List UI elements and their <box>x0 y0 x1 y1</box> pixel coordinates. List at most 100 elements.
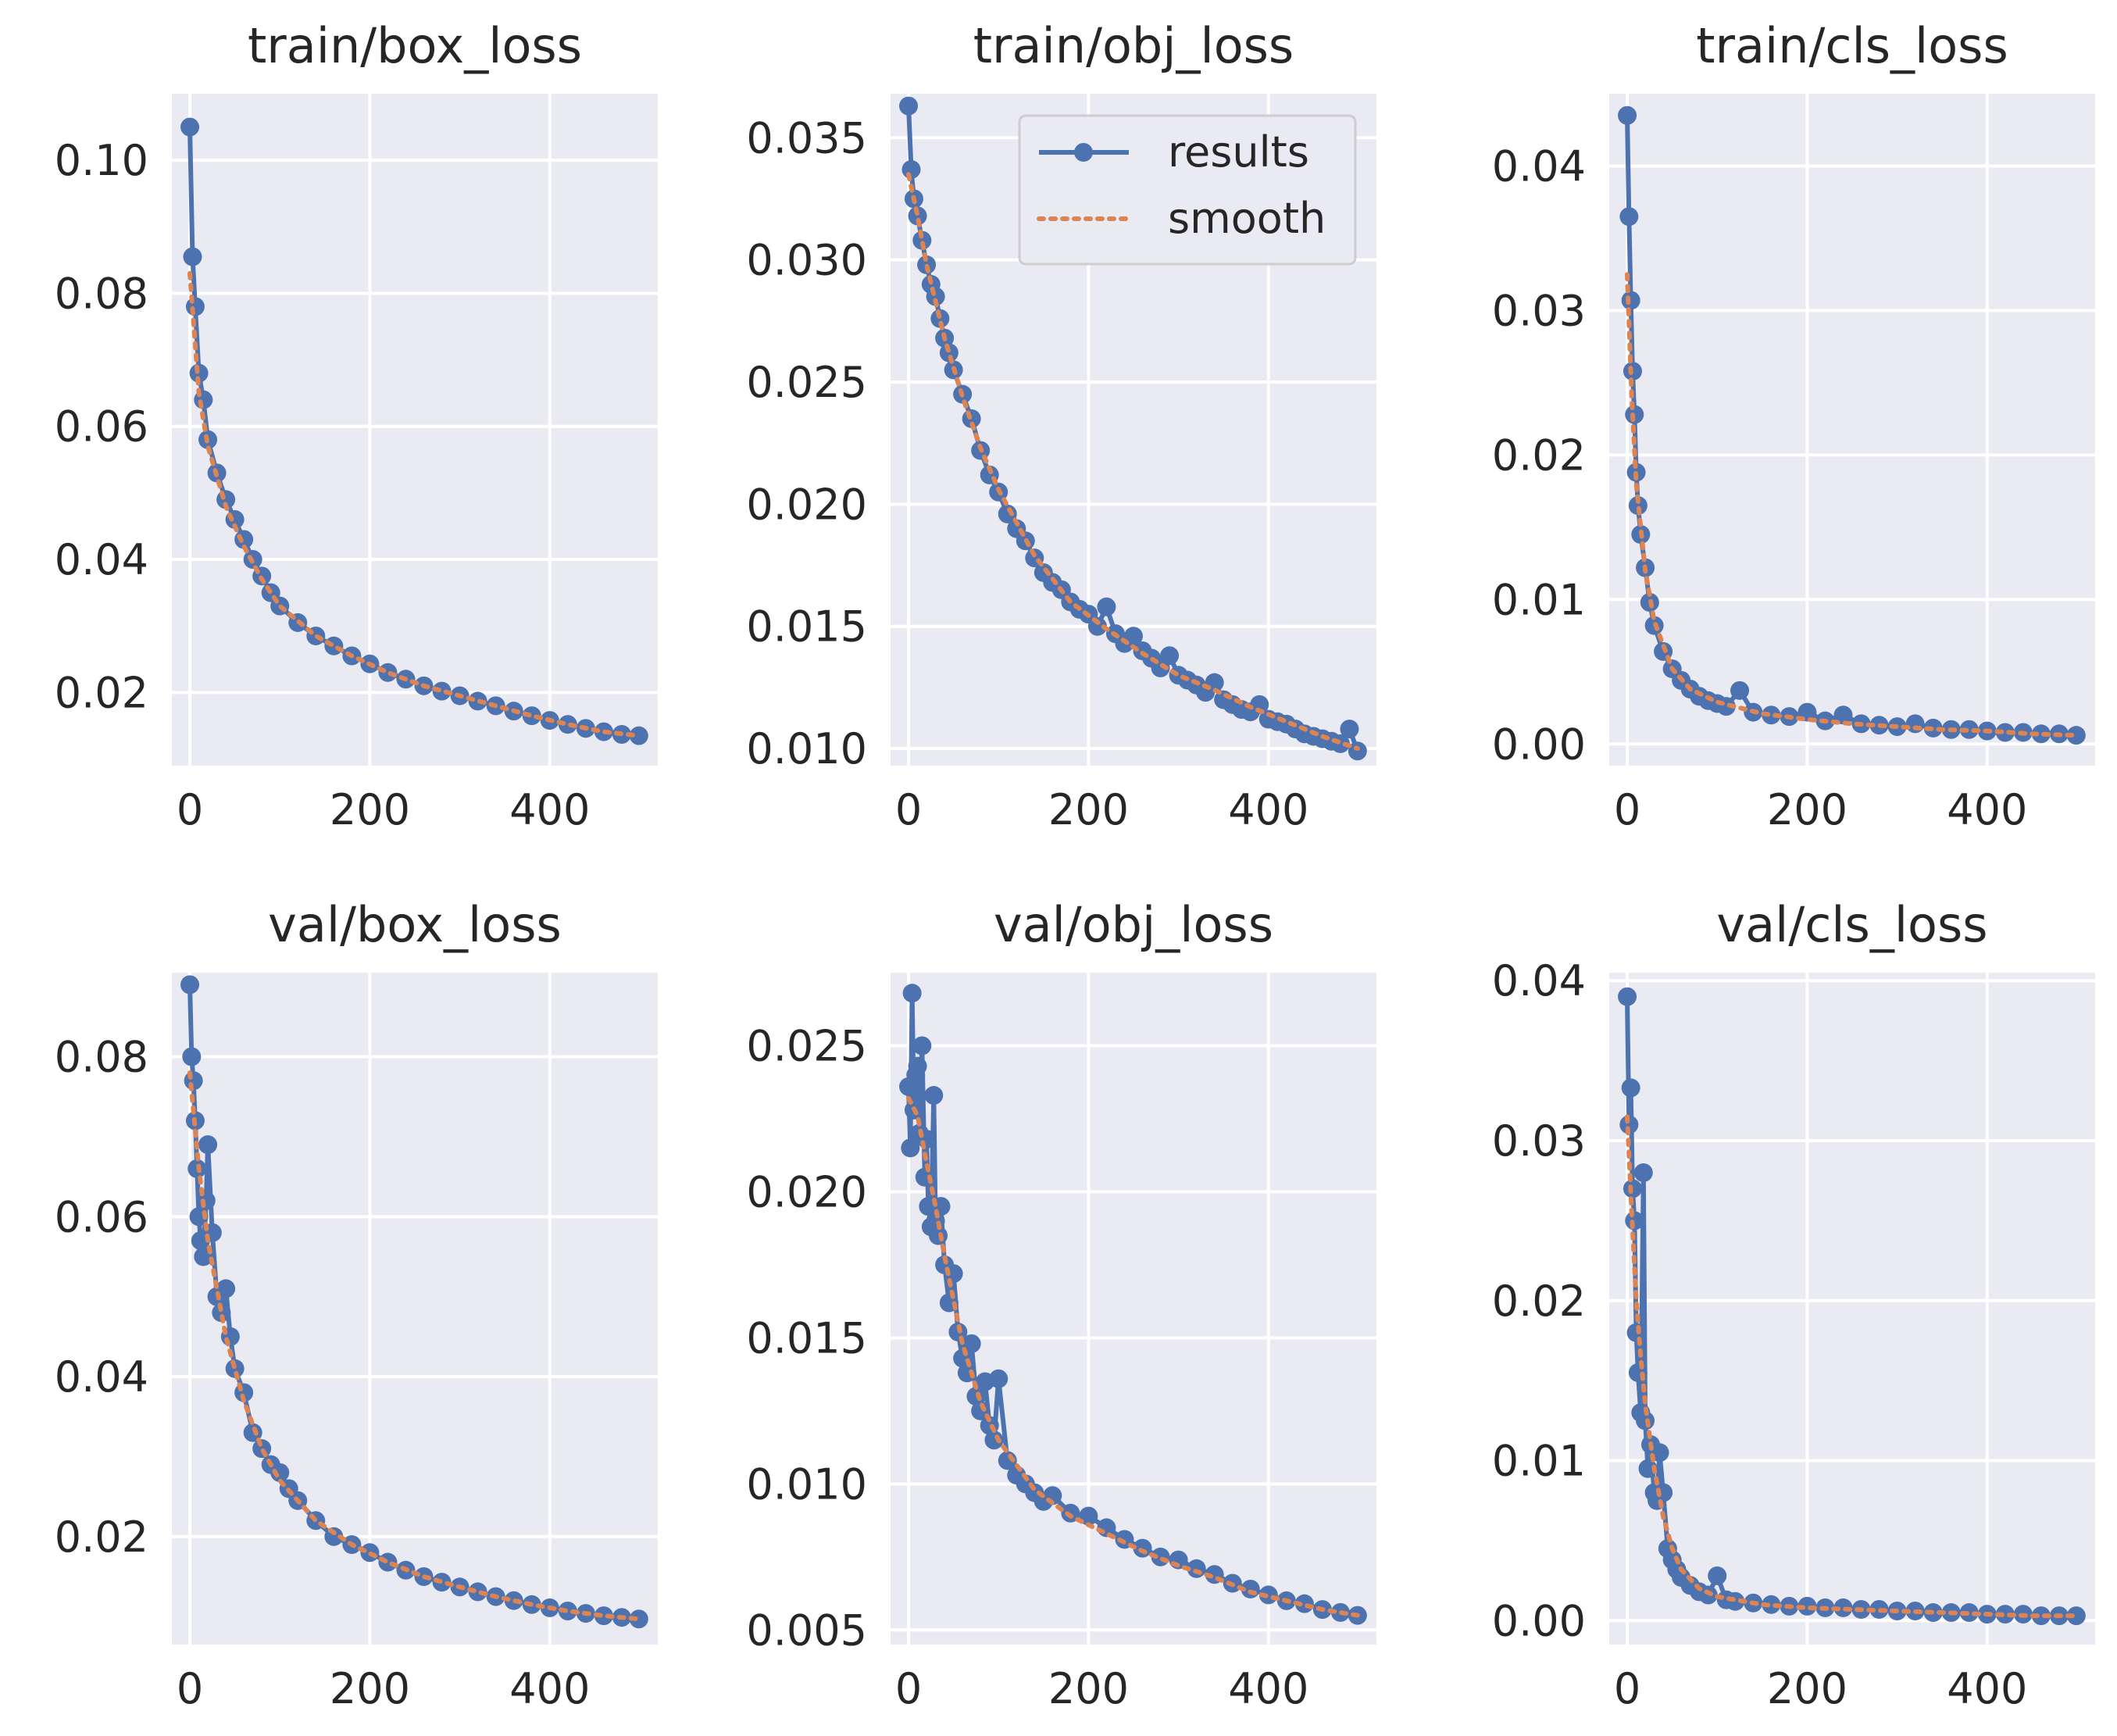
results-markers <box>180 975 648 1629</box>
x-tick-label: 200 <box>1048 785 1129 834</box>
panel-title: val/box_loss <box>268 896 562 953</box>
x-tick-label: 400 <box>1947 785 2027 834</box>
smooth-line <box>906 172 1360 752</box>
results-point <box>1160 646 1180 666</box>
x-tick-label: 0 <box>1614 785 1640 834</box>
results-point <box>939 343 959 363</box>
y-tick-label: 0.06 <box>55 402 148 452</box>
results-point <box>1340 720 1359 739</box>
results-point <box>2066 1606 2086 1626</box>
y-tick-label: 0.04 <box>1492 956 1586 1006</box>
y-tick-label: 0.02 <box>1492 1277 1586 1326</box>
results-point <box>1097 597 1116 616</box>
results-point <box>1638 1459 1658 1478</box>
y-tick-label: 0.02 <box>55 668 148 717</box>
y-tick-label: 0.01 <box>1492 575 1586 624</box>
results-point <box>558 715 577 734</box>
y-tick-label: 0.010 <box>746 1459 867 1509</box>
legend-entry-smooth: smooth <box>1037 194 1326 243</box>
results-point <box>2031 1606 2051 1626</box>
gridlines <box>172 94 658 766</box>
results-point <box>1995 723 2015 742</box>
results-point <box>522 706 541 726</box>
legend: results smooth <box>1018 114 1357 266</box>
results-point <box>270 1463 290 1482</box>
smooth-line <box>187 270 641 738</box>
plot-area <box>172 94 658 766</box>
panel-train-box-loss: 0 200 400 0.02 0.04 0.06 0.08 0.10 train/box_los… <box>55 17 658 834</box>
panel-train-obj-loss: 0 200 400 0.010 0.015 0.020 0.025 0.030 0.035 tra… <box>746 17 1376 834</box>
y-tick-label: 0.030 <box>746 236 867 285</box>
results-point <box>182 1047 202 1066</box>
y-tick-label: 0.035 <box>746 113 867 163</box>
results-point <box>1905 714 1925 734</box>
smooth-line <box>906 1095 1360 1618</box>
y-tick-label: 0.025 <box>746 1021 867 1070</box>
results-point <box>1061 1503 1080 1523</box>
smooth-line <box>187 1070 641 1622</box>
results-point <box>1730 680 1750 700</box>
results-point <box>1628 496 1648 516</box>
results-point <box>1833 705 1853 725</box>
results-point <box>912 1036 932 1056</box>
x-tick-label: 200 <box>330 1664 410 1713</box>
plot-area <box>1609 94 2095 766</box>
results-point <box>468 1582 487 1602</box>
y-tick-label: 0.025 <box>746 358 867 407</box>
results-point <box>1762 705 1781 725</box>
x-tick-label: 0 <box>895 1664 922 1713</box>
results-point <box>2031 724 2051 744</box>
legend-entry-results: results <box>1039 127 1309 177</box>
panel-title: train/box_loss <box>248 17 582 74</box>
y-tick-label: 0.10 <box>55 136 148 185</box>
results-point <box>243 1423 262 1442</box>
results-point <box>966 1387 986 1406</box>
x-tick-label: 200 <box>330 785 410 834</box>
results-point <box>1995 1605 2015 1624</box>
results-point <box>1087 616 1107 636</box>
results-point <box>180 975 200 995</box>
x-tick-label: 400 <box>1228 785 1308 834</box>
panel-title: train/cls_loss <box>1696 17 2008 74</box>
results-point <box>198 1135 218 1155</box>
x-tick-label: 200 <box>1048 1664 1129 1713</box>
legend-results-label: results <box>1168 127 1309 177</box>
smooth-line <box>1625 272 2079 738</box>
x-tick-label: 0 <box>177 1664 203 1713</box>
results-point <box>324 636 344 655</box>
results-point <box>912 230 932 250</box>
results-point <box>212 1303 231 1323</box>
results-point <box>629 1609 648 1629</box>
x-tick-label: 400 <box>1947 1664 2027 1713</box>
y-tick-label: 0.02 <box>1492 430 1586 480</box>
results-point <box>185 297 205 316</box>
results-point <box>1124 627 1143 646</box>
results-point <box>1133 1538 1152 1558</box>
results-point <box>1618 105 1637 125</box>
results-point <box>180 117 200 137</box>
x-tick-label: 0 <box>1614 1664 1640 1713</box>
results-point <box>629 726 648 745</box>
results-point <box>1959 720 1979 739</box>
x-tick-label: 400 <box>509 785 590 834</box>
legend-smooth-label: smooth <box>1168 194 1326 243</box>
gridlines <box>1609 973 2095 1645</box>
y-tick-label: 0.005 <box>746 1606 867 1655</box>
panel-title: val/obj_loss <box>994 896 1273 953</box>
gridlines <box>172 973 658 1645</box>
results-point <box>196 1191 216 1210</box>
x-tick-label: 200 <box>1767 785 1847 834</box>
results-point <box>1250 695 1269 714</box>
results-point <box>902 984 922 1003</box>
x-tick-label: 0 <box>177 785 203 834</box>
results-point <box>1618 987 1637 1006</box>
results-point <box>1626 1323 1646 1342</box>
plot-area <box>891 973 1376 1645</box>
y-tick-label: 0.020 <box>746 1167 867 1216</box>
results-point <box>998 504 1017 523</box>
y-tick-label: 0.00 <box>1492 1596 1586 1645</box>
y-tick-label: 0.03 <box>1492 286 1586 335</box>
results-point <box>924 1086 944 1106</box>
results-point <box>1621 1078 1640 1098</box>
panel-val-obj-loss: 0 200 400 0.005 0.010 0.015 0.020 0.025 val/obj_… <box>746 896 1376 1713</box>
